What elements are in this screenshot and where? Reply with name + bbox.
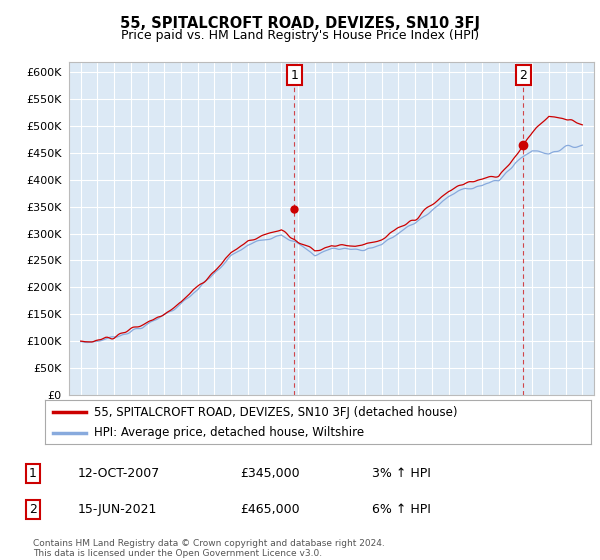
- Text: 2: 2: [519, 68, 527, 82]
- Text: HPI: Average price, detached house, Wiltshire: HPI: Average price, detached house, Wilt…: [94, 426, 364, 439]
- Text: 2: 2: [29, 503, 37, 516]
- Text: 6% ↑ HPI: 6% ↑ HPI: [372, 503, 431, 516]
- Text: 12-OCT-2007: 12-OCT-2007: [78, 466, 160, 480]
- Text: 3% ↑ HPI: 3% ↑ HPI: [372, 466, 431, 480]
- Text: £465,000: £465,000: [240, 503, 299, 516]
- Text: 55, SPITALCROFT ROAD, DEVIZES, SN10 3FJ: 55, SPITALCROFT ROAD, DEVIZES, SN10 3FJ: [120, 16, 480, 31]
- Text: 55, SPITALCROFT ROAD, DEVIZES, SN10 3FJ (detached house): 55, SPITALCROFT ROAD, DEVIZES, SN10 3FJ …: [94, 405, 458, 418]
- Text: Contains HM Land Registry data © Crown copyright and database right 2024.
This d: Contains HM Land Registry data © Crown c…: [33, 539, 385, 558]
- Text: 15-JUN-2021: 15-JUN-2021: [78, 503, 157, 516]
- Text: 1: 1: [29, 466, 37, 480]
- Text: 1: 1: [290, 68, 298, 82]
- Text: £345,000: £345,000: [240, 466, 299, 480]
- Text: Price paid vs. HM Land Registry's House Price Index (HPI): Price paid vs. HM Land Registry's House …: [121, 29, 479, 42]
